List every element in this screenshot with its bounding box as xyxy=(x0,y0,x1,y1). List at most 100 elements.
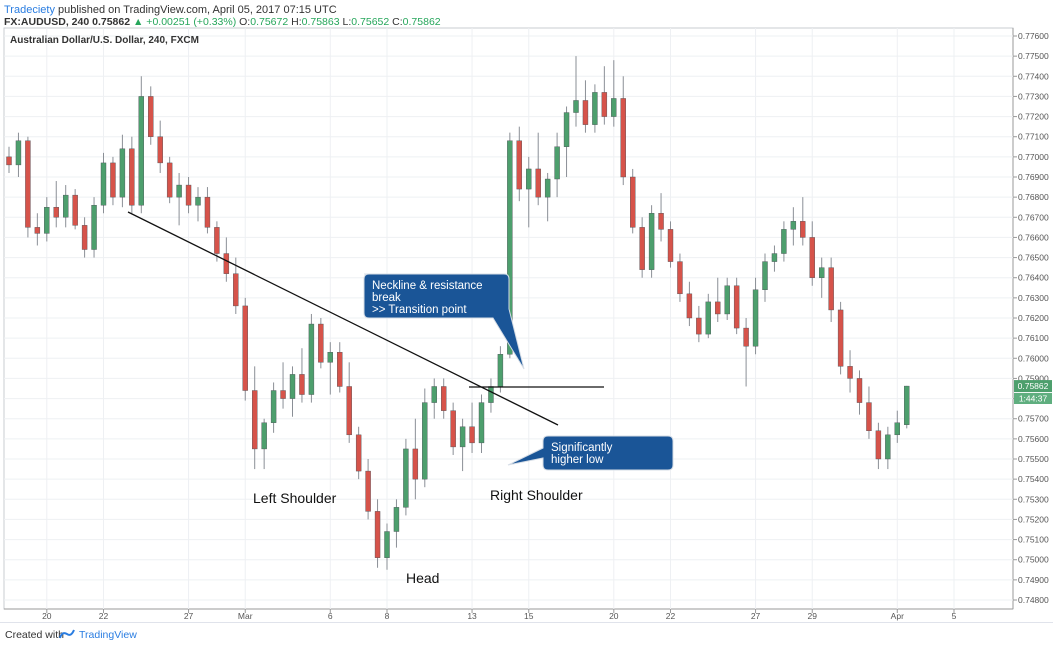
candle-body xyxy=(270,390,277,423)
candle-body xyxy=(469,426,475,444)
candles xyxy=(6,56,910,570)
candle xyxy=(223,237,230,282)
candle-body xyxy=(233,273,239,307)
candle-body xyxy=(800,221,806,238)
candle xyxy=(535,132,541,206)
candle-body xyxy=(705,301,711,335)
candle-body xyxy=(478,402,485,444)
time-tick-label: 20 xyxy=(42,611,52,621)
candle-body xyxy=(535,168,541,198)
ohlc-close-value: 0.75862 xyxy=(402,16,441,28)
candle-body xyxy=(847,366,853,379)
candle xyxy=(166,156,173,204)
left-shoulder-label: Left Shoulder xyxy=(253,490,337,506)
chart-title: Australian Dollar/U.S. Dollar, 240, FXCM xyxy=(10,35,199,46)
candle xyxy=(856,370,863,415)
candle-body xyxy=(507,140,513,355)
candle-body xyxy=(242,305,248,391)
candle-body xyxy=(431,386,437,403)
candle-body xyxy=(110,162,116,198)
candle xyxy=(705,293,711,339)
candle-body xyxy=(195,196,201,206)
candle xyxy=(289,366,296,417)
candle xyxy=(894,410,900,443)
author-link[interactable]: Tradeciety xyxy=(4,4,55,16)
head-label: Head xyxy=(406,570,439,586)
right-shoulder-label: Right Shoulder xyxy=(490,487,583,503)
price-tick-label: 0.77000 xyxy=(1018,152,1049,162)
candle xyxy=(752,277,759,355)
time-tick-label: 8 xyxy=(385,611,390,621)
candle xyxy=(214,221,220,262)
candle-body xyxy=(374,511,381,558)
candle-body xyxy=(601,92,608,117)
time-tick-label: 6 xyxy=(328,611,333,621)
candle-body xyxy=(308,323,315,395)
price-tick-label: 0.77100 xyxy=(1018,132,1049,142)
candle-body xyxy=(554,146,560,180)
candle xyxy=(441,378,447,419)
candle xyxy=(885,426,891,470)
candle-body xyxy=(100,162,107,206)
candle-body xyxy=(53,207,59,218)
candle xyxy=(44,197,50,242)
time-axis[interactable]: 20 22 27 Mar 6 8 13 15 20 22 27 29 Apr 5 xyxy=(42,609,957,621)
symbol-label[interactable]: FX:AUDUSD, 240 xyxy=(4,16,90,28)
candle xyxy=(299,348,305,403)
price-tick-label: 0.75900 xyxy=(1018,373,1049,383)
candle xyxy=(15,132,22,177)
candle-body xyxy=(488,386,494,403)
candle-body xyxy=(72,194,78,226)
candle xyxy=(53,181,59,228)
candlestick-chart[interactable]: 0.77600 0.77500 0.77400 0.77300 0.77200 0.771… xyxy=(0,0,1053,622)
candle-body xyxy=(337,352,343,387)
candle-body xyxy=(157,136,163,164)
candle xyxy=(251,366,258,470)
candle xyxy=(280,362,286,409)
candle-body xyxy=(686,293,693,319)
candle-body xyxy=(781,229,787,254)
time-tick-label: Mar xyxy=(238,611,253,621)
time-tick-label: 22 xyxy=(99,611,109,621)
candle xyxy=(6,146,12,173)
price-tick-label: 0.77500 xyxy=(1018,51,1049,61)
candle-body xyxy=(592,92,598,125)
candle-body xyxy=(25,140,31,228)
neckline-callout: Neckline & resistance break >> Transitio… xyxy=(363,273,525,370)
price-tick-label: 0.76400 xyxy=(1018,273,1049,283)
candle xyxy=(630,168,636,234)
candle-body xyxy=(743,327,749,347)
candle-body xyxy=(441,386,447,411)
candle xyxy=(743,318,749,387)
price-tick-label: 0.76500 xyxy=(1018,253,1049,263)
candle-body xyxy=(667,229,674,262)
candle xyxy=(715,277,721,323)
candle-body xyxy=(856,378,863,403)
candle xyxy=(554,132,560,198)
candle-body xyxy=(894,422,900,436)
ohlc-open-value: 0.75672 xyxy=(250,16,289,28)
candle xyxy=(422,388,428,488)
candle xyxy=(658,193,664,242)
publish-info: Tradeciety published on TradingView.com,… xyxy=(4,3,337,17)
price-tick-label: 0.76200 xyxy=(1018,313,1049,323)
candle-body xyxy=(261,422,267,450)
candle xyxy=(233,257,239,314)
price-tick-label: 0.76700 xyxy=(1018,212,1049,222)
candle xyxy=(620,76,626,186)
candle xyxy=(573,56,579,127)
candle-body xyxy=(289,374,296,399)
tradingview-link[interactable]: TradingView xyxy=(79,629,137,641)
price-tick-label: 0.76800 xyxy=(1018,192,1049,202)
time-tick-label: 20 xyxy=(609,611,619,621)
candle xyxy=(516,126,522,202)
candle-body xyxy=(762,261,768,291)
candle xyxy=(790,207,797,246)
candle xyxy=(384,523,390,570)
candle-body xyxy=(885,434,891,460)
candle xyxy=(431,378,437,419)
price-axis[interactable]: 0.77600 0.77500 0.77400 0.77300 0.77200 0.771… xyxy=(1013,31,1049,605)
candle xyxy=(365,459,371,520)
neckline-trendline[interactable] xyxy=(127,211,559,426)
time-tick-label: 15 xyxy=(524,611,534,621)
